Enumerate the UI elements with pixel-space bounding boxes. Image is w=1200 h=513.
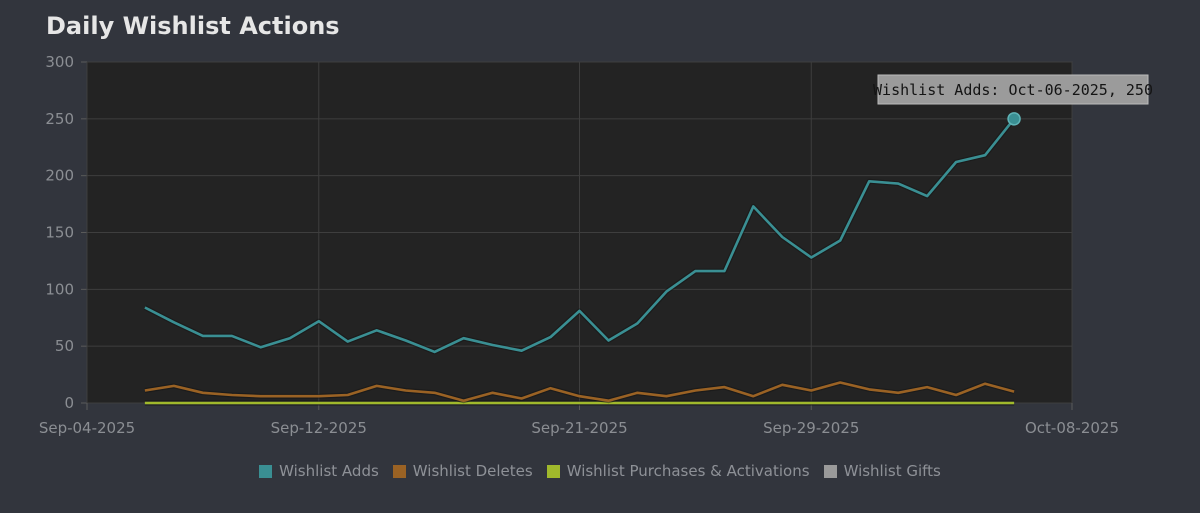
tooltip-box — [877, 74, 1149, 105]
tooltip-text: Wishlist Adds: Oct-06-2025, 250 — [873, 81, 1153, 99]
legend-label: Wishlist Purchases & Activations — [566, 462, 810, 480]
y-tick-label: 50 — [55, 337, 74, 355]
series-line-wishlist-adds — [144, 117, 1016, 354]
legend-item[interactable]: Wishlist Gifts — [823, 462, 941, 480]
x-tick-label: Sep-21-2025 — [531, 419, 627, 437]
x-tick-label: Oct-08-2025 — [1025, 419, 1119, 437]
legend-label: Wishlist Deletes — [412, 462, 533, 480]
y-tick-label: 200 — [45, 167, 74, 185]
y-tick-label: 0 — [64, 394, 74, 412]
legend-item[interactable]: Wishlist Deletes — [392, 462, 533, 480]
legend-swatch — [546, 464, 560, 478]
chart-title: Daily Wishlist Actions — [46, 12, 340, 40]
y-axis-tick-labels: 0 50 100 150 200 250 300 — [45, 53, 74, 412]
y-tick-label: 250 — [45, 110, 74, 128]
y-tick-label: 100 — [45, 280, 74, 298]
x-tick-label: Sep-12-2025 — [271, 419, 367, 437]
legend-item[interactable]: Wishlist Adds — [259, 462, 379, 480]
legend-swatch — [259, 464, 273, 478]
x-gridlines — [86, 62, 1073, 410]
legend-swatch — [823, 464, 837, 478]
x-tick-label: Sep-04-2025 — [39, 419, 135, 437]
legend-label: Wishlist Adds — [279, 462, 379, 480]
legend-item[interactable]: Wishlist Purchases & Activations — [546, 462, 810, 480]
x-axis-tick-labels: Sep-04-2025 Sep-12-2025 Sep-21-2025 Sep-29-… — [39, 419, 1119, 437]
legend-label: Wishlist Gifts — [843, 462, 941, 480]
x-tick-label: Sep-29-2025 — [763, 419, 859, 437]
legend-swatch — [392, 464, 406, 478]
hovered-data-point — [1007, 112, 1021, 126]
tooltip: Wishlist Adds: Oct-06-2025, 250 — [873, 74, 1153, 126]
y-tick-label: 300 — [45, 53, 74, 71]
y-tick-label: 150 — [45, 224, 74, 242]
series-lines — [143, 117, 1017, 406]
chart-legend: Wishlist Adds Wishlist Deletes Wishlist Pu… — [0, 462, 1200, 480]
series-line-wishlist-deletes — [144, 381, 1015, 403]
